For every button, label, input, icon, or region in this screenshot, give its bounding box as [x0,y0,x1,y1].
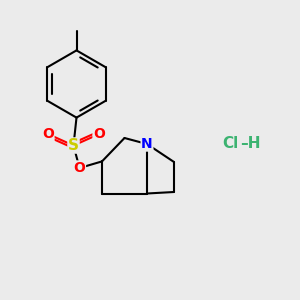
Text: Cl: Cl [222,136,239,152]
Text: O: O [74,161,86,175]
Text: –H: –H [240,136,260,152]
Text: O: O [42,127,54,141]
Text: O: O [93,127,105,141]
Text: S: S [68,138,79,153]
Text: N: N [141,137,153,151]
